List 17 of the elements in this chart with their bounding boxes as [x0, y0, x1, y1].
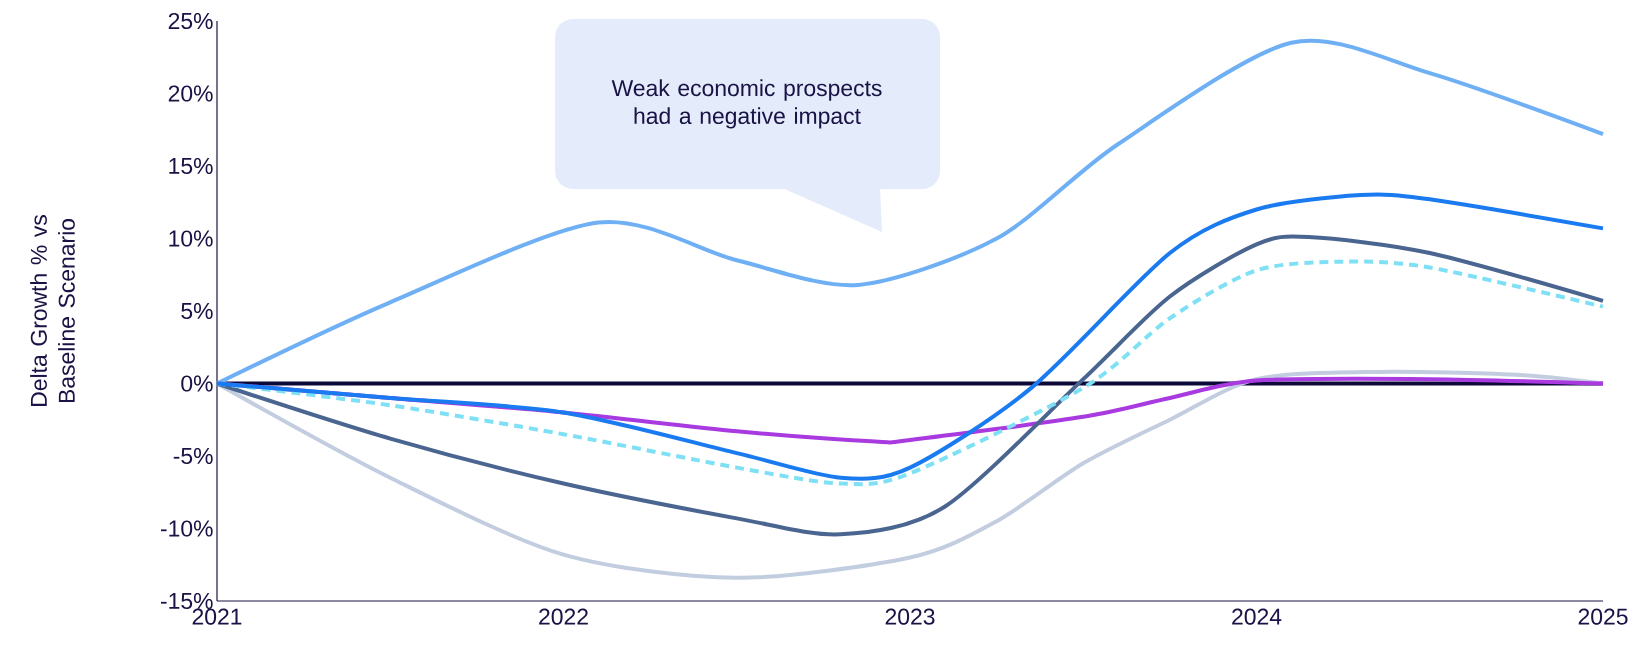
- y-tick-label: 5%: [181, 302, 213, 320]
- x-tick-label: 2024: [1232, 608, 1282, 625]
- y-axis-title: Delta Growth % vs Baseline Scenario: [30, 215, 75, 406]
- y-tick-label: 15%: [169, 157, 213, 175]
- y-tick-label: 10%: [169, 230, 213, 247]
- x-tick-label: 2021: [192, 608, 242, 625]
- x-tick-label: 2025: [1578, 608, 1628, 625]
- annotation: Weak economic prospects had a negative impact: [611, 79, 882, 129]
- x-tick-label: 2023: [885, 608, 935, 625]
- y-tick-label: -5%: [173, 447, 213, 465]
- y-tick-label: 25%: [168, 12, 213, 30]
- y-tick-label: 20%: [168, 85, 213, 102]
- y-tick-label: -15%: [161, 592, 213, 610]
- x-tick-label: 2022: [539, 608, 588, 625]
- y-tick-label: 0%: [181, 375, 213, 392]
- line-series: [215, 192, 1606, 481]
- y-tick-label: -10%: [161, 520, 213, 537]
